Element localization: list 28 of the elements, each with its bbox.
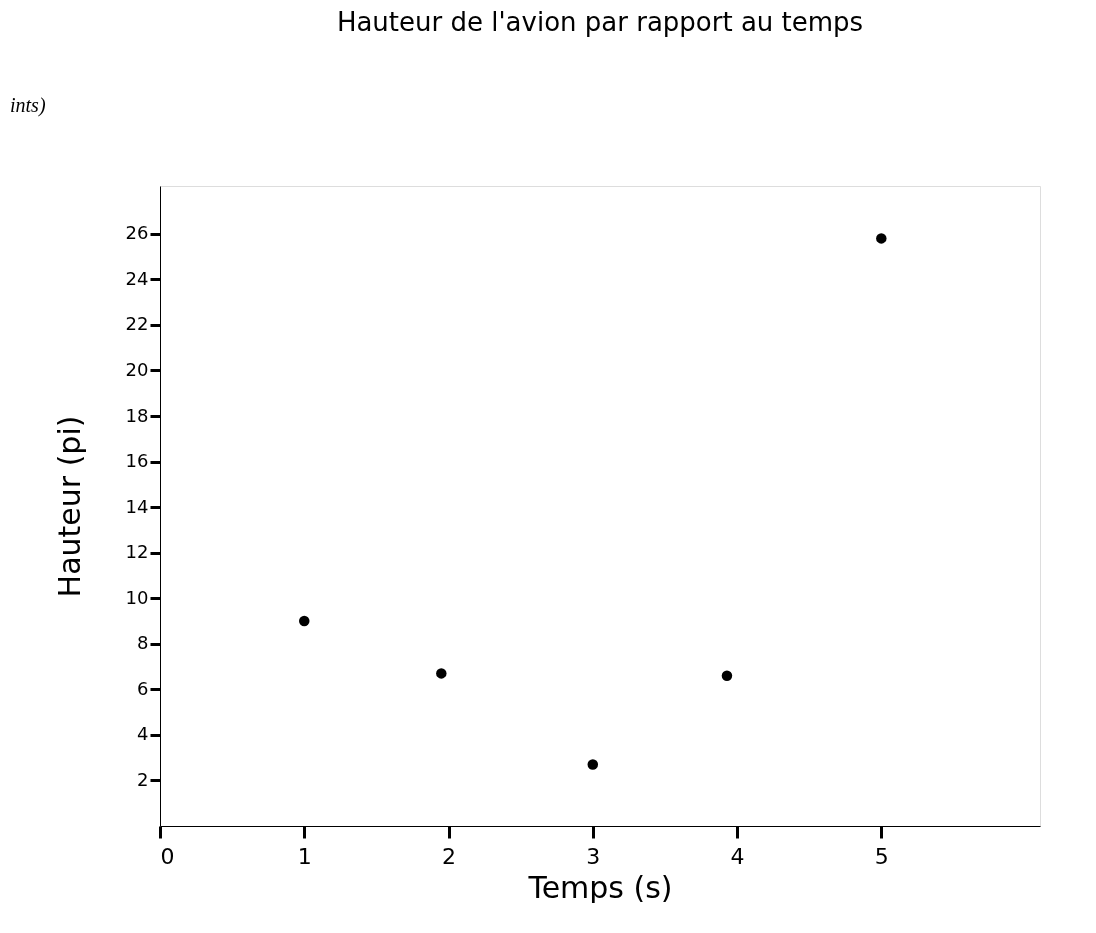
x-tick-label: 3 bbox=[586, 843, 601, 869]
y-tick-label: 10 bbox=[125, 586, 149, 608]
chart-title: Hauteur de l'avion par rapport au temps bbox=[336, 7, 864, 37]
x-tick-label: 5 bbox=[874, 843, 889, 869]
text: ints) bbox=[10, 94, 46, 117]
y-tick-label: 8 bbox=[137, 632, 149, 654]
point bbox=[587, 759, 599, 770]
x-tick-label: 0 bbox=[160, 843, 175, 869]
y-tick-label: 14 bbox=[125, 495, 149, 517]
x-tick-label: 1 bbox=[297, 843, 312, 869]
y-tick-label: 24 bbox=[125, 267, 149, 289]
x-axis-title: Temps (s) bbox=[527, 869, 673, 905]
y-tick-label: 6 bbox=[137, 677, 149, 699]
x-tick-label: 4 bbox=[730, 843, 745, 869]
y-tick-label: 12 bbox=[125, 541, 149, 563]
y-tick-label: 16 bbox=[125, 450, 149, 472]
y-tick-label: 20 bbox=[125, 358, 149, 380]
y-tick-label: 26 bbox=[125, 222, 149, 244]
point bbox=[299, 615, 310, 627]
y-tick-label: 4 bbox=[137, 723, 149, 745]
y-tick-label: 22 bbox=[125, 313, 149, 335]
y-tick-label: 2 bbox=[137, 768, 149, 790]
x-tick-label: 2 bbox=[442, 843, 457, 869]
point bbox=[436, 668, 447, 679]
y-axis-title: Hauteur (pi) bbox=[51, 415, 87, 598]
y-tick-label: 18 bbox=[125, 404, 149, 426]
point bbox=[721, 670, 733, 681]
point bbox=[876, 233, 887, 244]
